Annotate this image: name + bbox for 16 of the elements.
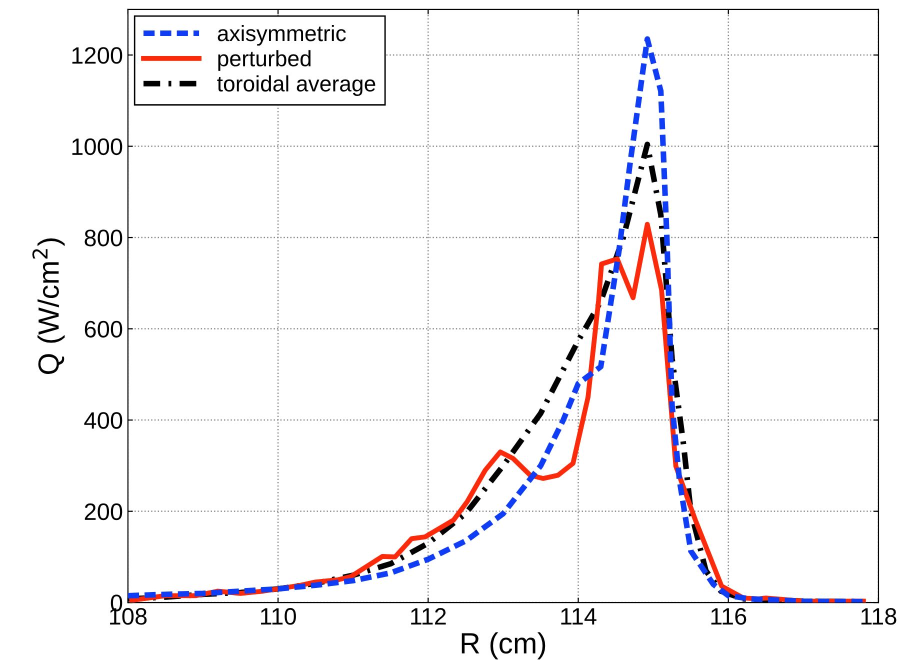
y-tick-label: 800 bbox=[84, 230, 122, 246]
y-tick-label: 600 bbox=[84, 320, 122, 338]
y-tick-label: 1200 bbox=[72, 47, 122, 64]
y-tick-label: 400 bbox=[84, 412, 122, 429]
legend-label: axisymmetric bbox=[218, 24, 346, 46]
legend-label: toroidal average bbox=[217, 75, 376, 96]
legend-label: perturbed bbox=[218, 50, 311, 71]
x-axis-title: R (cm) bbox=[462, 632, 546, 660]
x-tick-label: 110 bbox=[261, 608, 296, 625]
x-tick-label: 118 bbox=[861, 608, 896, 625]
x-tick-label: 112 bbox=[411, 608, 446, 625]
x-tick-label: 116 bbox=[711, 608, 746, 625]
y-tick-label: 1000 bbox=[72, 138, 122, 156]
y-axis-title: Q (W/cm$^{2}$) bbox=[32, 238, 65, 374]
y-tick-label: 200 bbox=[84, 503, 122, 520]
x-tick-label: 114 bbox=[561, 608, 596, 625]
